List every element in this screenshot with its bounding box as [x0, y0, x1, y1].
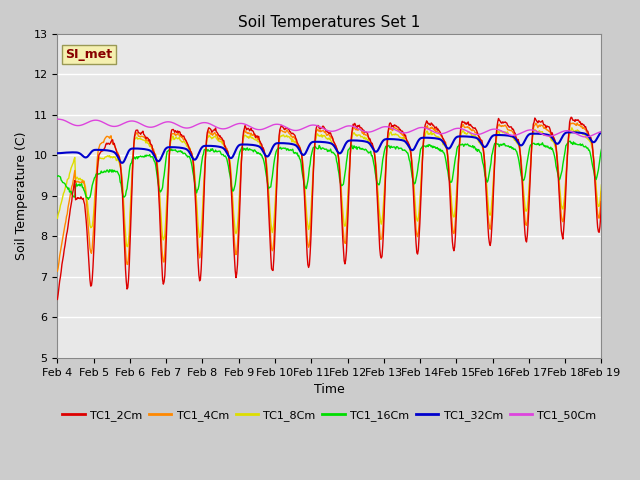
TC1_32Cm: [396, 137, 404, 143]
TC1_32Cm: [204, 143, 212, 149]
Line: TC1_50Cm: TC1_50Cm: [58, 119, 602, 137]
TC1_8Cm: [124, 244, 132, 250]
TC1_50Cm: [204, 120, 211, 126]
Legend: TC1_2Cm, TC1_4Cm, TC1_8Cm, TC1_16Cm, TC1_32Cm, TC1_50Cm: TC1_2Cm, TC1_4Cm, TC1_8Cm, TC1_16Cm, TC1…: [58, 406, 601, 425]
TC1_4Cm: [598, 189, 605, 194]
Line: TC1_32Cm: TC1_32Cm: [58, 132, 602, 163]
TC1_16Cm: [120, 194, 128, 200]
TC1_50Cm: [175, 122, 182, 128]
TC1_16Cm: [412, 176, 420, 182]
TC1_16Cm: [54, 173, 61, 179]
TC1_16Cm: [63, 184, 71, 190]
TC1_4Cm: [204, 133, 211, 139]
TC1_4Cm: [175, 130, 182, 135]
Y-axis label: Soil Temperature (C): Soil Temperature (C): [15, 132, 28, 260]
TC1_8Cm: [204, 134, 212, 140]
TC1_16Cm: [565, 138, 573, 144]
TC1_32Cm: [175, 144, 183, 150]
TC1_8Cm: [568, 125, 576, 131]
TC1_16Cm: [204, 147, 212, 153]
TC1_4Cm: [120, 200, 127, 206]
TC1_50Cm: [582, 134, 589, 140]
TC1_4Cm: [396, 129, 403, 135]
TC1_4Cm: [63, 211, 71, 217]
TC1_50Cm: [396, 129, 403, 135]
Line: TC1_4Cm: TC1_4Cm: [58, 123, 602, 271]
Line: TC1_2Cm: TC1_2Cm: [58, 117, 602, 300]
TC1_32Cm: [54, 150, 61, 156]
TC1_16Cm: [598, 146, 605, 152]
TC1_50Cm: [63, 119, 71, 125]
TC1_32Cm: [412, 142, 420, 148]
Line: TC1_8Cm: TC1_8Cm: [58, 128, 602, 247]
TC1_16Cm: [175, 148, 183, 154]
TC1_2Cm: [63, 228, 71, 234]
TC1_2Cm: [54, 297, 61, 302]
Text: SI_met: SI_met: [65, 48, 113, 61]
TC1_2Cm: [204, 130, 211, 136]
Line: TC1_16Cm: TC1_16Cm: [58, 141, 602, 199]
TC1_4Cm: [54, 268, 61, 274]
TC1_50Cm: [54, 116, 61, 122]
TC1_50Cm: [598, 129, 605, 135]
TC1_2Cm: [120, 210, 127, 216]
TC1_8Cm: [412, 212, 420, 218]
TC1_50Cm: [120, 121, 127, 127]
TC1_2Cm: [567, 114, 575, 120]
TC1_16Cm: [396, 145, 404, 151]
X-axis label: Time: Time: [314, 383, 345, 396]
TC1_4Cm: [412, 215, 419, 220]
TC1_8Cm: [175, 135, 183, 141]
TC1_32Cm: [598, 129, 605, 135]
TC1_32Cm: [118, 160, 126, 166]
Title: Soil Temperatures Set 1: Soil Temperatures Set 1: [238, 15, 420, 30]
TC1_2Cm: [598, 199, 605, 204]
TC1_8Cm: [63, 177, 71, 183]
TC1_32Cm: [120, 158, 128, 164]
TC1_16Cm: [84, 196, 92, 202]
TC1_4Cm: [566, 120, 574, 126]
TC1_8Cm: [396, 134, 404, 140]
TC1_8Cm: [120, 192, 127, 198]
TC1_32Cm: [63, 150, 71, 156]
TC1_50Cm: [412, 126, 419, 132]
TC1_8Cm: [54, 216, 61, 221]
TC1_8Cm: [598, 182, 605, 188]
TC1_2Cm: [396, 127, 403, 132]
TC1_2Cm: [412, 228, 419, 234]
TC1_2Cm: [175, 130, 182, 135]
